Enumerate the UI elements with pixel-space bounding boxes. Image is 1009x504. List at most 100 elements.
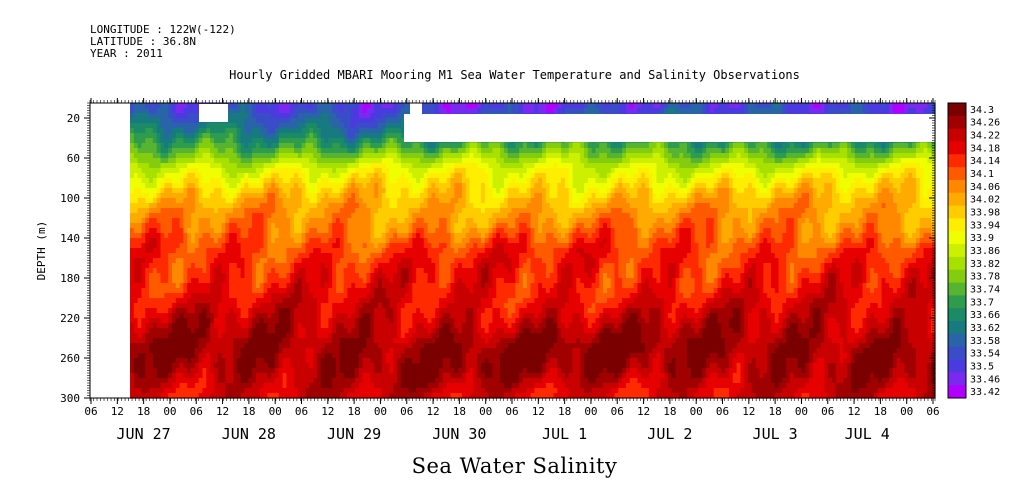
field-cell	[282, 118, 288, 124]
field-cell	[156, 318, 162, 324]
field-cell	[385, 213, 391, 219]
field-cell	[439, 303, 444, 309]
field-cell	[439, 273, 444, 279]
field-cell	[290, 183, 295, 189]
field-cell	[408, 393, 413, 399]
field-cell	[351, 103, 356, 109]
field-cell	[320, 378, 326, 384]
field-cell	[328, 193, 333, 199]
field-cell	[355, 128, 360, 134]
field-cell	[187, 303, 192, 309]
field-cell	[366, 288, 371, 294]
field-cell	[328, 258, 333, 264]
field-cell	[324, 218, 329, 224]
field-cell	[393, 263, 398, 269]
field-cell	[244, 283, 249, 289]
field-cell	[442, 368, 448, 374]
field-cell	[320, 163, 326, 169]
field-cell	[141, 348, 146, 354]
field-cell	[179, 293, 185, 299]
field-cell	[240, 318, 246, 324]
field-cell	[255, 118, 261, 124]
field-cell	[427, 173, 432, 179]
field-cell	[206, 373, 211, 379]
field-cell	[164, 323, 169, 329]
field-cell	[278, 228, 284, 234]
field-cell	[309, 278, 314, 284]
field-cell	[255, 138, 261, 144]
field-cell	[183, 188, 188, 194]
field-cell	[244, 363, 249, 369]
field-cell	[145, 158, 150, 164]
field-cell	[263, 338, 268, 344]
field-cell	[168, 178, 173, 184]
field-cell	[271, 188, 276, 194]
field-cell	[255, 388, 261, 394]
field-cell	[347, 183, 352, 189]
field-cell	[168, 243, 173, 249]
field-cell	[175, 303, 181, 309]
field-cell	[320, 213, 326, 219]
field-cell	[385, 108, 391, 114]
field-cell	[149, 178, 154, 184]
field-cell	[400, 243, 406, 249]
field-cell	[267, 223, 272, 229]
field-cell	[229, 328, 234, 334]
field-cell	[149, 148, 154, 154]
field-cell	[397, 183, 402, 189]
field-cell	[309, 143, 314, 149]
field-cell	[240, 313, 246, 319]
field-cell	[137, 308, 143, 314]
field-cell	[175, 208, 181, 214]
field-cell	[229, 308, 234, 314]
field-cell	[259, 268, 265, 274]
field-cell	[355, 178, 360, 184]
field-cell	[389, 338, 394, 344]
field-cell	[133, 358, 139, 364]
field-cell	[423, 298, 429, 304]
field-cell	[393, 303, 398, 309]
field-cell	[179, 238, 185, 244]
field-cell	[412, 158, 417, 164]
field-cell	[336, 113, 341, 119]
field-cell	[171, 103, 177, 109]
field-cell	[366, 303, 371, 309]
field-cell	[294, 113, 299, 119]
field-cell	[385, 208, 391, 214]
field-cell	[191, 248, 196, 254]
field-cell	[156, 373, 162, 379]
field-cell	[206, 283, 211, 289]
field-cell	[156, 293, 162, 299]
field-cell	[145, 178, 150, 184]
field-cell	[408, 208, 413, 214]
field-cell	[217, 238, 223, 244]
field-cell	[252, 318, 257, 324]
field-cell	[248, 193, 253, 199]
field-cell	[229, 258, 234, 264]
field-cell	[435, 243, 440, 249]
field-cell	[164, 103, 169, 109]
field-cell	[427, 353, 432, 359]
field-cell	[355, 168, 360, 174]
field-cell	[309, 388, 314, 394]
field-cell	[210, 308, 215, 314]
field-cell	[419, 313, 425, 319]
field-cell	[263, 103, 268, 109]
field-cell	[248, 343, 253, 349]
field-cell	[240, 388, 246, 394]
field-cell	[301, 303, 307, 309]
field-cell	[194, 163, 200, 169]
field-cell	[358, 293, 364, 299]
field-cell	[179, 263, 185, 269]
field-cell	[297, 333, 303, 339]
field-cell	[393, 153, 398, 159]
field-cell	[362, 313, 368, 319]
field-cell	[171, 268, 177, 274]
field-cell	[355, 378, 360, 384]
field-cell	[442, 348, 448, 354]
field-cell	[290, 138, 295, 144]
field-cell	[381, 288, 387, 294]
field-cell	[343, 113, 349, 119]
field-cell	[282, 318, 288, 324]
field-cell	[233, 188, 238, 194]
